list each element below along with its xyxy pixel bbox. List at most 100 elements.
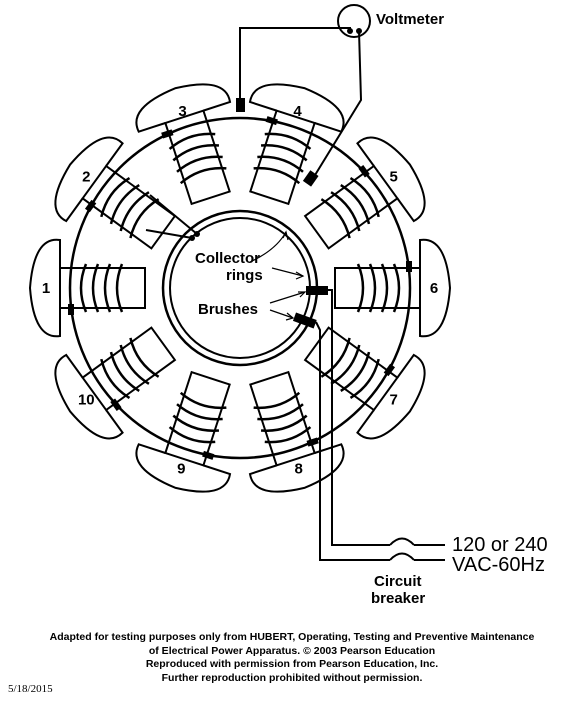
coil-turn xyxy=(253,391,301,410)
collector-arrowhead xyxy=(295,271,305,280)
voltmeter-lead-right xyxy=(311,30,363,181)
pole-body xyxy=(249,370,316,467)
pole-label-3: 3 xyxy=(178,103,186,120)
coil-turn xyxy=(380,263,389,313)
pole-shoe xyxy=(135,83,232,133)
pole-label-7: 7 xyxy=(390,392,398,409)
pole-shoe xyxy=(28,238,61,338)
coil-turn xyxy=(129,198,160,239)
pole-label-2: 2 xyxy=(82,168,90,185)
pole-label-9: 9 xyxy=(177,461,185,478)
coil-turn xyxy=(176,155,223,173)
pole-10 xyxy=(54,326,177,440)
coil-turn xyxy=(368,263,377,313)
brush-upper xyxy=(306,286,328,295)
pole-body xyxy=(303,164,399,250)
coil-turn xyxy=(320,198,351,239)
pole-7 xyxy=(303,326,426,440)
pole-body xyxy=(164,370,231,467)
coil-interconnect-ring xyxy=(68,116,412,460)
collector-lead xyxy=(145,229,193,239)
supply-frequency-label: VAC-60Hz xyxy=(452,554,545,576)
pole-9 xyxy=(135,370,232,493)
coil-turn xyxy=(356,263,365,313)
coil-turn xyxy=(320,337,351,378)
pole-6 xyxy=(334,238,452,338)
voltmeter-label: Voltmeter xyxy=(376,11,444,28)
pole-body xyxy=(249,109,316,206)
supply-lead-2 xyxy=(315,321,390,561)
pole-shoe xyxy=(248,83,345,133)
supply-lead-1 xyxy=(328,289,390,546)
pole-body xyxy=(334,267,421,309)
coil-turn xyxy=(119,191,150,232)
coil-turn xyxy=(91,263,100,313)
brush-arrowhead xyxy=(285,312,295,321)
coil-turn xyxy=(109,184,140,225)
pole-body xyxy=(303,326,399,412)
breaker-label-line1: Circuit xyxy=(374,573,422,590)
coil-turn xyxy=(115,263,124,313)
pole-2 xyxy=(54,136,177,250)
collector-lead xyxy=(149,194,198,235)
pole-shoe xyxy=(419,238,452,338)
coil-turn xyxy=(168,132,216,150)
collector-terminal xyxy=(194,231,200,237)
coil-turn xyxy=(340,351,371,392)
coil-turn xyxy=(330,344,361,385)
pole-4 xyxy=(248,83,345,206)
coil-turn xyxy=(172,414,220,432)
collector-arrow xyxy=(271,267,304,277)
pole-body xyxy=(81,326,177,412)
collector-label-line2: rings xyxy=(226,267,263,284)
caption: Adapted for testing purposes only from H… xyxy=(0,631,584,685)
coil-turn xyxy=(349,176,380,218)
coil-turn xyxy=(129,337,160,378)
coil-turn xyxy=(100,176,131,218)
brushes-label: Brushes xyxy=(198,301,258,318)
coil-turn xyxy=(176,403,223,421)
coil-turn xyxy=(103,263,112,313)
voltmeter-probe xyxy=(302,170,319,187)
brush-lower xyxy=(292,312,317,329)
pole-label-4: 4 xyxy=(293,103,302,120)
caption-line: Adapted for testing purposes only from H… xyxy=(49,631,535,643)
breaker-contact xyxy=(389,537,415,546)
breaker-contact xyxy=(389,552,415,561)
coil-turn xyxy=(253,166,301,185)
pole-label-8: 8 xyxy=(295,461,303,478)
pole-shoe xyxy=(356,353,426,440)
caption-line: Reproduced with permission from Pearson … xyxy=(145,658,439,670)
coil-turn xyxy=(109,351,140,392)
coil-turn xyxy=(349,358,380,400)
coil-turn xyxy=(100,358,131,400)
pole-shoe xyxy=(135,443,232,493)
date-stamp: 5/18/2015 xyxy=(8,683,53,695)
pole-shoe xyxy=(54,353,124,440)
coil-turn xyxy=(119,344,150,385)
coil-turn xyxy=(79,263,88,313)
pole-label-10: 10 xyxy=(78,392,95,409)
collector-ring-outer xyxy=(161,209,319,367)
pole-shoe xyxy=(356,136,426,223)
caption-line: Further reproduction prohibited without … xyxy=(161,671,423,684)
coil-turn xyxy=(330,191,361,232)
coil-turn xyxy=(172,144,220,162)
brush-arrow xyxy=(269,309,294,319)
coil-turn xyxy=(257,155,304,173)
coil-turn xyxy=(264,132,312,150)
coil-turn xyxy=(340,184,371,225)
collector-arrowhead xyxy=(282,230,289,241)
generator-field-diagram: 1 2 3 4 5 6 7 8 9 10 Voltmeter Collector rings Br… xyxy=(28,4,548,607)
brush-arrow xyxy=(269,291,306,304)
caption-line: of Electrical Power Apparatus. © 2003 Pe… xyxy=(148,644,436,657)
pole-body xyxy=(164,109,231,206)
pole-5 xyxy=(303,136,426,250)
pole-body xyxy=(59,267,146,309)
collector-label-line1: Collector xyxy=(195,250,260,267)
pole-label-1: 1 xyxy=(42,280,50,297)
coil-turn xyxy=(179,166,227,185)
voltmeter-probe xyxy=(236,98,245,112)
coil-turn xyxy=(168,426,216,444)
coil-turn xyxy=(264,426,312,444)
